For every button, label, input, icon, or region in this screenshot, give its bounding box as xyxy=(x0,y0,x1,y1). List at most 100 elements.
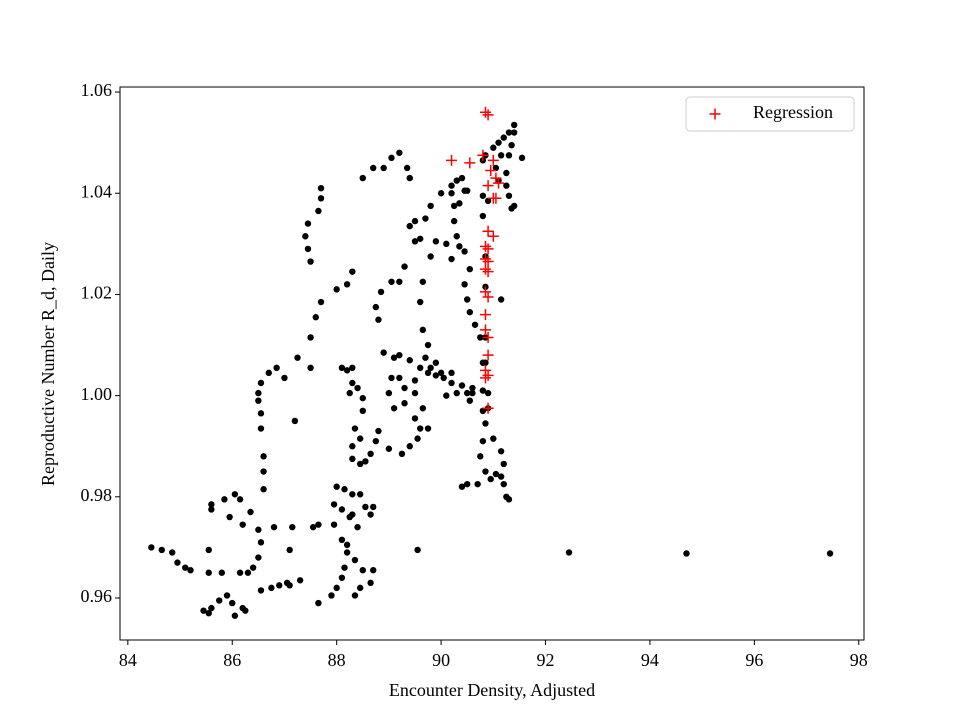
point xyxy=(174,559,181,566)
point xyxy=(257,539,265,546)
plot-frame xyxy=(119,86,865,641)
point xyxy=(466,265,474,273)
point xyxy=(390,405,398,412)
point xyxy=(427,202,434,210)
point xyxy=(328,592,335,599)
y-tick-label: 1.04 xyxy=(81,181,113,201)
point xyxy=(432,372,440,379)
plus-point xyxy=(482,109,494,121)
plus-point xyxy=(482,291,494,303)
x-tick-label: 88 xyxy=(328,650,346,670)
point xyxy=(497,296,505,303)
point xyxy=(315,599,322,607)
point xyxy=(411,217,419,225)
point xyxy=(479,407,487,415)
point xyxy=(443,240,450,248)
plus-point xyxy=(482,180,494,192)
legend-label: Regression xyxy=(753,102,833,122)
point xyxy=(359,174,366,182)
point xyxy=(505,129,513,136)
point xyxy=(419,326,427,334)
y-tick-label: 0.96 xyxy=(81,586,113,606)
point xyxy=(427,364,434,372)
point xyxy=(268,584,275,592)
point xyxy=(437,369,445,377)
point xyxy=(343,549,351,556)
point xyxy=(406,222,413,230)
point xyxy=(417,235,424,242)
point xyxy=(367,511,374,518)
plus-point xyxy=(479,253,491,265)
point xyxy=(208,501,215,508)
point xyxy=(236,569,244,576)
point xyxy=(419,278,427,285)
point xyxy=(239,521,246,528)
point xyxy=(356,460,364,468)
point xyxy=(375,316,382,323)
point xyxy=(471,321,479,328)
point xyxy=(482,359,489,366)
point xyxy=(479,212,487,220)
point xyxy=(307,334,314,341)
point xyxy=(464,187,471,194)
point xyxy=(291,417,299,425)
point xyxy=(477,453,484,460)
point xyxy=(396,149,403,156)
point xyxy=(500,460,507,468)
point xyxy=(417,298,424,306)
point xyxy=(461,248,468,255)
point xyxy=(401,263,408,270)
plus-point xyxy=(482,256,494,268)
point xyxy=(286,582,293,589)
point xyxy=(367,579,374,587)
point xyxy=(349,455,356,463)
point xyxy=(346,513,353,521)
point xyxy=(440,374,447,382)
point xyxy=(479,437,487,445)
point xyxy=(208,506,215,513)
point xyxy=(505,192,513,199)
plus-point xyxy=(482,402,494,414)
point xyxy=(422,354,429,361)
point xyxy=(510,202,518,210)
point xyxy=(372,303,380,311)
plus-point xyxy=(482,349,494,361)
point xyxy=(330,501,338,508)
point xyxy=(510,121,518,129)
point xyxy=(453,389,460,397)
point xyxy=(377,288,385,296)
point xyxy=(359,566,366,574)
point xyxy=(510,129,518,136)
point xyxy=(422,215,429,222)
point xyxy=(338,574,346,581)
point xyxy=(216,597,223,604)
plus-point xyxy=(446,154,458,166)
point xyxy=(505,496,513,503)
y-tick-label: 0.98 xyxy=(81,485,113,505)
plus-point xyxy=(479,372,491,384)
point xyxy=(317,184,325,192)
x-tick-label: 86 xyxy=(223,650,241,670)
point xyxy=(411,389,419,397)
point xyxy=(503,182,510,189)
plus-point xyxy=(482,266,494,278)
legend xyxy=(685,96,855,132)
point xyxy=(341,486,348,493)
point xyxy=(359,407,366,415)
point xyxy=(304,245,312,253)
point xyxy=(307,364,314,372)
point xyxy=(343,367,351,374)
point xyxy=(281,374,288,382)
y-tick-label: 1.06 xyxy=(81,80,113,100)
point xyxy=(424,369,432,377)
point xyxy=(362,458,369,465)
x-axis-label: Encounter Density, Adjusted xyxy=(389,680,595,700)
point xyxy=(490,144,497,151)
point xyxy=(518,154,526,162)
point xyxy=(309,523,317,531)
point xyxy=(260,468,267,475)
point xyxy=(289,523,296,531)
point xyxy=(388,374,395,382)
point xyxy=(354,523,361,531)
point xyxy=(229,599,236,607)
